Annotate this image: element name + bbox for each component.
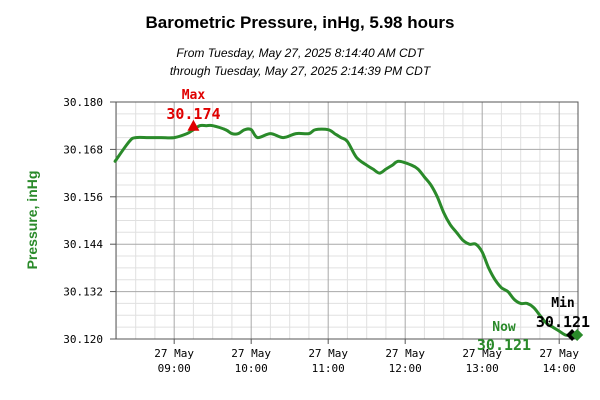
- y-axis-ticks: 30.180 30.168 30.156 30.144 30.132 30.120: [63, 96, 116, 346]
- max-label: Max: [182, 88, 206, 103]
- min-value: 30.121: [536, 313, 590, 331]
- x-tick-date-label: 27 May: [539, 347, 579, 360]
- y-tick-label: 30.168: [63, 143, 103, 156]
- x-tick-time-label: 11:00: [312, 362, 345, 375]
- y-tick-label: 30.132: [63, 286, 103, 299]
- x-tick-time-label: 09:00: [158, 362, 191, 375]
- pressure-series-line: [113, 123, 579, 337]
- y-tick-label: 30.144: [63, 238, 103, 251]
- now-marker-diamond: [571, 329, 584, 342]
- x-tick-date-label: 27 May: [385, 347, 425, 360]
- grid-lines: [115, 101, 578, 340]
- x-tick-time-label: 14:00: [543, 362, 576, 375]
- y-tick-label: 30.120: [63, 333, 103, 346]
- y-axis-label: Pressure, inHg: [24, 171, 40, 270]
- chart-subtitle-line-1: From Tuesday, May 27, 2025 8:14:40 AM CD…: [176, 46, 425, 60]
- y-tick-label: 30.156: [63, 191, 103, 204]
- chart-subtitle-line-2: through Tuesday, May 27, 2025 2:14:39 PM…: [170, 64, 432, 78]
- x-tick-date-label: 27 May: [154, 347, 194, 360]
- now-value: 30.121: [477, 336, 531, 354]
- x-tick-date-label: 27 May: [231, 347, 271, 360]
- plot-frame: [115, 101, 579, 340]
- max-value: 30.174: [166, 105, 220, 123]
- x-tick-time-label: 13:00: [466, 362, 499, 375]
- max-marker-triangle: [187, 119, 200, 131]
- x-tick-time-label: 10:00: [235, 362, 268, 375]
- min-label: Min: [551, 296, 574, 311]
- now-label: Now: [492, 320, 516, 335]
- x-axis-ticks: 27 May 09:00 27 May 10:00 27 May 11:00 27 May 1…: [154, 339, 579, 375]
- chart-title: Barometric Pressure, inHg, 5.98 hours: [146, 13, 455, 32]
- x-tick-time-label: 12:00: [389, 362, 422, 375]
- x-tick-date-label: 27 May: [308, 347, 348, 360]
- y-tick-label: 30.180: [63, 96, 103, 109]
- series-group: [113, 123, 579, 337]
- x-tick-date-label: 27 May: [462, 347, 502, 360]
